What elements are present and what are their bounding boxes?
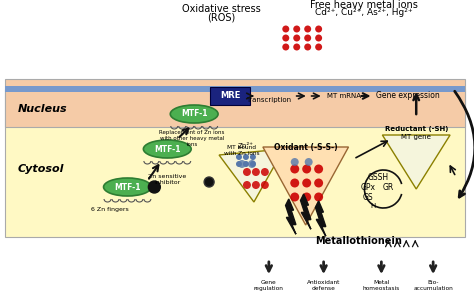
Circle shape: [283, 26, 289, 32]
Circle shape: [315, 43, 322, 50]
Circle shape: [314, 165, 323, 173]
Text: GS: GS: [363, 192, 374, 201]
Circle shape: [283, 34, 289, 42]
Ellipse shape: [103, 178, 151, 196]
Circle shape: [236, 154, 242, 160]
Circle shape: [290, 165, 299, 173]
Text: Metallothionein: Metallothionein: [315, 236, 402, 246]
Text: Free heavy metal ions: Free heavy metal ions: [310, 0, 418, 10]
Circle shape: [314, 178, 323, 187]
Text: Transcription: Transcription: [246, 97, 292, 103]
Circle shape: [302, 165, 311, 173]
Text: MT bound
with Zn ions: MT bound with Zn ions: [224, 145, 260, 156]
Circle shape: [315, 26, 322, 32]
Circle shape: [290, 178, 299, 187]
Ellipse shape: [170, 105, 218, 123]
Polygon shape: [301, 194, 311, 229]
FancyBboxPatch shape: [210, 87, 250, 105]
Text: Oxidative stress: Oxidative stress: [182, 4, 260, 14]
Circle shape: [261, 181, 269, 189]
FancyBboxPatch shape: [5, 79, 465, 127]
Text: Replacement of Zn ions
with other heavy metal
ions: Replacement of Zn ions with other heavy …: [159, 130, 225, 147]
Polygon shape: [219, 149, 284, 202]
Circle shape: [252, 168, 260, 176]
Ellipse shape: [144, 140, 191, 158]
Circle shape: [236, 161, 242, 167]
Circle shape: [290, 192, 299, 201]
Text: H: H: [371, 203, 376, 209]
Text: MTF-1: MTF-1: [181, 110, 208, 119]
Text: GPx: GPx: [361, 184, 376, 192]
Text: Cytosol: Cytosol: [18, 164, 64, 174]
Text: GR: GR: [383, 184, 394, 192]
Circle shape: [250, 161, 256, 167]
Circle shape: [283, 43, 289, 50]
Polygon shape: [263, 147, 348, 225]
Circle shape: [293, 43, 300, 50]
Circle shape: [243, 168, 251, 176]
Circle shape: [314, 192, 323, 201]
Text: Gene expression: Gene expression: [376, 91, 440, 100]
Text: Bio-
accumulation: Bio- accumulation: [413, 280, 453, 291]
FancyBboxPatch shape: [5, 89, 465, 237]
Circle shape: [291, 158, 299, 166]
Circle shape: [293, 26, 300, 32]
Circle shape: [148, 181, 160, 193]
Circle shape: [304, 43, 311, 50]
Text: MRE: MRE: [220, 91, 240, 100]
Circle shape: [261, 168, 269, 176]
Circle shape: [304, 34, 311, 42]
Circle shape: [243, 181, 251, 189]
Circle shape: [302, 178, 311, 187]
Circle shape: [238, 160, 246, 168]
Circle shape: [250, 154, 256, 160]
Polygon shape: [383, 135, 450, 189]
Text: Oxidant (-S-S-): Oxidant (-S-S-): [274, 143, 337, 152]
Text: Metal
homeostasis: Metal homeostasis: [363, 280, 400, 291]
Circle shape: [304, 26, 311, 32]
Polygon shape: [316, 201, 326, 236]
Text: MTF-1: MTF-1: [154, 145, 181, 154]
Text: Antioxidant
defense: Antioxidant defense: [307, 280, 340, 291]
FancyBboxPatch shape: [5, 86, 465, 92]
Circle shape: [293, 34, 300, 42]
Text: MT gene: MT gene: [401, 134, 431, 140]
Circle shape: [315, 34, 322, 42]
Circle shape: [243, 154, 249, 160]
Text: GSSH: GSSH: [368, 173, 389, 181]
Circle shape: [248, 160, 256, 168]
Circle shape: [302, 192, 311, 201]
Polygon shape: [285, 199, 296, 234]
Text: Gene
regulation: Gene regulation: [254, 280, 284, 291]
Text: Zn²⁺: Zn²⁺: [238, 143, 254, 149]
Text: MTF-1: MTF-1: [114, 182, 141, 192]
Circle shape: [252, 181, 260, 189]
Text: Nucleus: Nucleus: [18, 104, 68, 114]
Text: Cd²⁺, Cu²⁺, As²⁺, Hg²⁺: Cd²⁺, Cu²⁺, As²⁺, Hg²⁺: [315, 8, 412, 17]
Circle shape: [305, 158, 313, 166]
Text: MT mRNA: MT mRNA: [327, 93, 361, 99]
Text: Zn sensitive
inhibitor: Zn sensitive inhibitor: [148, 174, 186, 185]
Text: (ROS): (ROS): [207, 12, 235, 22]
Text: 6 Zn fingers: 6 Zn fingers: [91, 207, 128, 212]
Circle shape: [243, 161, 249, 167]
Text: Reductant (-SH): Reductant (-SH): [384, 126, 448, 132]
Circle shape: [204, 177, 214, 187]
